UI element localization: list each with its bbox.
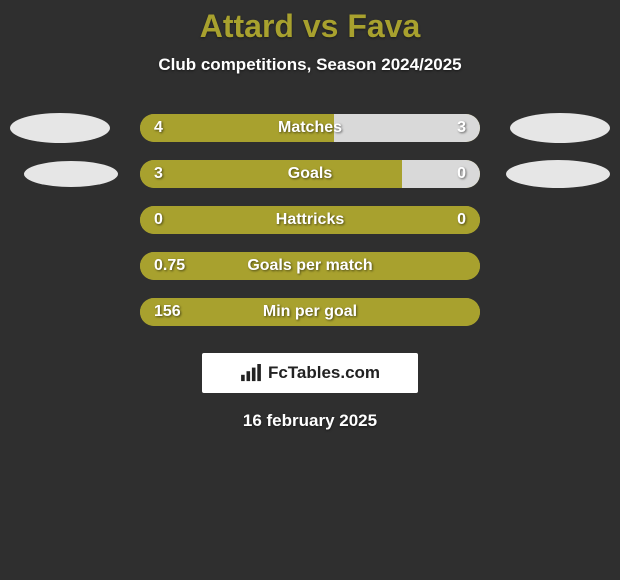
stat-label: Matches [278,119,342,137]
stat-label: Goals [288,165,332,183]
brand-badge: FcTables.com [202,353,418,393]
stat-bar-left [140,160,402,188]
stat-bar-right [402,160,480,188]
stat-right-value: 0 [457,165,466,183]
page-title: Attard vs Fava [0,0,620,45]
date-text: 16 february 2025 [0,411,620,431]
stat-left-value: 156 [154,303,181,321]
stat-rows: Matches 4 3 Goals 3 0 Hattricks 0 0 Goals per mat… [0,105,620,335]
brand-text: FcTables.com [268,363,380,383]
stat-bar: Hattricks 0 0 [140,206,480,234]
stat-row: Goals 3 0 [0,151,620,197]
subtitle: Club competitions, Season 2024/2025 [0,55,620,75]
stat-row: Goals per match 0.75 [0,243,620,289]
stat-bar: Min per goal 156 [140,298,480,326]
stat-label: Hattricks [276,211,344,229]
stat-right-value: 0 [457,211,466,229]
stat-left-value: 4 [154,119,163,137]
bar-chart-icon [240,364,262,382]
stat-bar: Goals per match 0.75 [140,252,480,280]
stat-row: Min per goal 156 [0,289,620,335]
player-left-ellipse [10,113,110,143]
stat-row: Matches 4 3 [0,105,620,151]
stat-bar: Matches 4 3 [140,114,480,142]
stat-right-value: 3 [457,119,466,137]
player-right-ellipse [510,113,610,143]
stat-row: Hattricks 0 0 [0,197,620,243]
stat-left-value: 0.75 [154,257,185,275]
stat-label: Min per goal [263,303,357,321]
stat-left-value: 0 [154,211,163,229]
stat-label: Goals per match [247,257,372,275]
stat-left-value: 3 [154,165,163,183]
player-right-ellipse [506,160,610,188]
comparison-infographic: Attard vs Fava Club competitions, Season… [0,0,620,580]
player-left-ellipse [24,161,118,187]
stat-bar: Goals 3 0 [140,160,480,188]
